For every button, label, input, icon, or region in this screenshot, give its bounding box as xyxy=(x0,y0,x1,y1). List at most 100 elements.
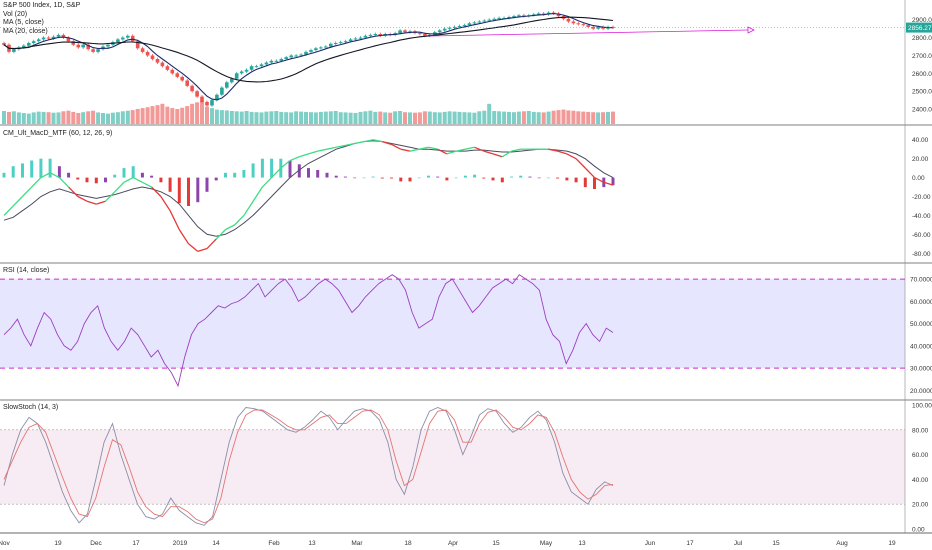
candle xyxy=(338,42,343,44)
macd-histogram-bar xyxy=(436,176,440,178)
macd-pane[interactable] xyxy=(2,139,615,252)
candle xyxy=(442,28,447,31)
price-tick-label: 2500.00 xyxy=(912,89,932,96)
volume-bar xyxy=(140,108,145,124)
candle xyxy=(403,30,407,33)
x-tick-label: 2019 xyxy=(173,540,188,547)
candle xyxy=(230,78,234,83)
candle xyxy=(180,76,184,81)
candle xyxy=(140,48,145,52)
volume-bar xyxy=(388,112,393,124)
volume-bar xyxy=(398,111,403,124)
volume-bar xyxy=(413,112,417,124)
price-badge-label: 2856.27 xyxy=(908,25,932,32)
volume-bar xyxy=(145,107,150,124)
price-tick-label: 2700.00 xyxy=(912,53,932,60)
price-pane[interactable] xyxy=(0,11,905,124)
volume-bar xyxy=(427,111,432,124)
volume-bar xyxy=(393,111,398,124)
macd-line-segment xyxy=(252,186,263,202)
volume-bar xyxy=(526,111,531,124)
stoch-d-line xyxy=(3,409,614,524)
macd-tick-label: 40.00 xyxy=(912,137,929,144)
candle xyxy=(487,19,491,21)
candle xyxy=(185,80,189,86)
volume-bar xyxy=(175,109,180,124)
stoch-pane[interactable] xyxy=(0,407,905,526)
rsi-title[interactable]: RSI (14, close) xyxy=(3,267,50,274)
candle xyxy=(363,35,368,38)
volume-bar xyxy=(289,112,294,124)
macd-line-segment xyxy=(96,200,106,205)
x-tick-label: Jun xyxy=(645,540,656,547)
macd-histogram-bar xyxy=(583,177,587,188)
x-tick-label: 15 xyxy=(772,540,780,547)
volume-bar xyxy=(452,111,457,124)
volume-bar xyxy=(101,113,105,124)
volume-bar xyxy=(200,100,204,124)
macd-histogram-bar xyxy=(353,177,357,179)
macd-histogram-bar xyxy=(427,175,430,178)
candle xyxy=(477,21,482,23)
macd-line-segment xyxy=(271,167,282,179)
volume-bar xyxy=(224,110,229,124)
volume-bar xyxy=(551,110,556,124)
x-tick-label: 14 xyxy=(212,540,220,547)
volume-bar xyxy=(259,112,264,124)
macd-line-segment xyxy=(299,153,309,158)
macd-title[interactable]: CM_Ult_MacD_MTF (60, 12, 26, 9) xyxy=(3,130,113,137)
candle xyxy=(348,39,353,42)
candle xyxy=(447,27,452,29)
volume-bar xyxy=(571,110,576,124)
ma5-legend[interactable]: MA (5, close) xyxy=(3,19,44,26)
volume-bar xyxy=(125,110,130,124)
macd-histogram-bar xyxy=(519,175,523,178)
volume-bar xyxy=(343,112,348,124)
candle xyxy=(576,23,581,25)
macd-histogram-bar xyxy=(2,172,6,178)
macd-histogram-bar xyxy=(325,172,329,178)
volume-bar xyxy=(556,110,561,124)
macd-histogram-bar xyxy=(21,163,24,178)
macd-histogram-bar xyxy=(463,175,467,178)
macd-histogram-bar xyxy=(307,168,310,178)
macd-line-segment xyxy=(225,224,235,231)
candle xyxy=(581,24,586,26)
macd-line-segment xyxy=(548,148,558,152)
price-legend: S&P 500 Index, 1D, S&P Vol (20) MA (5, c… xyxy=(3,2,80,36)
candle xyxy=(135,41,140,49)
macd-line-segment xyxy=(86,200,97,205)
macd-histogram-bar xyxy=(39,158,43,178)
stoch-title[interactable]: SlowStoch (14, 3) xyxy=(3,404,59,411)
ma20-legend[interactable]: MA (20, close) xyxy=(3,27,48,35)
volume-bar xyxy=(170,108,175,124)
volume-bar xyxy=(294,111,299,124)
rsi-tick-label: 20.0000 xyxy=(910,388,932,395)
rsi-band xyxy=(0,279,905,369)
candle xyxy=(22,45,26,48)
macd-line-segment xyxy=(584,167,596,179)
candle xyxy=(304,51,308,55)
macd-histogram-bar xyxy=(224,172,227,178)
candle xyxy=(175,73,180,77)
volume-bar xyxy=(135,109,140,124)
macd-line-segment xyxy=(169,210,180,230)
vol-legend[interactable]: Vol (20) xyxy=(3,10,28,18)
macd-tick-label: -80.00 xyxy=(912,251,931,258)
rsi-line xyxy=(3,274,614,388)
macd-histogram-bar xyxy=(150,175,154,178)
rsi-tick-label: 70.0000 xyxy=(910,277,932,284)
macd-histogram-bar xyxy=(500,177,504,183)
rsi-pane[interactable] xyxy=(0,274,905,388)
macd-line-segment xyxy=(501,150,512,158)
macd-histogram-bar xyxy=(104,177,107,183)
volume-bar xyxy=(378,111,383,124)
candle xyxy=(71,41,76,45)
candle xyxy=(200,96,204,102)
macd-histogram-bar xyxy=(205,177,209,192)
volume-bar xyxy=(21,113,26,124)
macd-line-segment xyxy=(68,186,79,197)
symbol-title[interactable]: S&P 500 Index, 1D, S&P xyxy=(3,2,81,9)
x-tick-label: Feb xyxy=(268,540,280,547)
macd-line-segment xyxy=(354,140,364,145)
